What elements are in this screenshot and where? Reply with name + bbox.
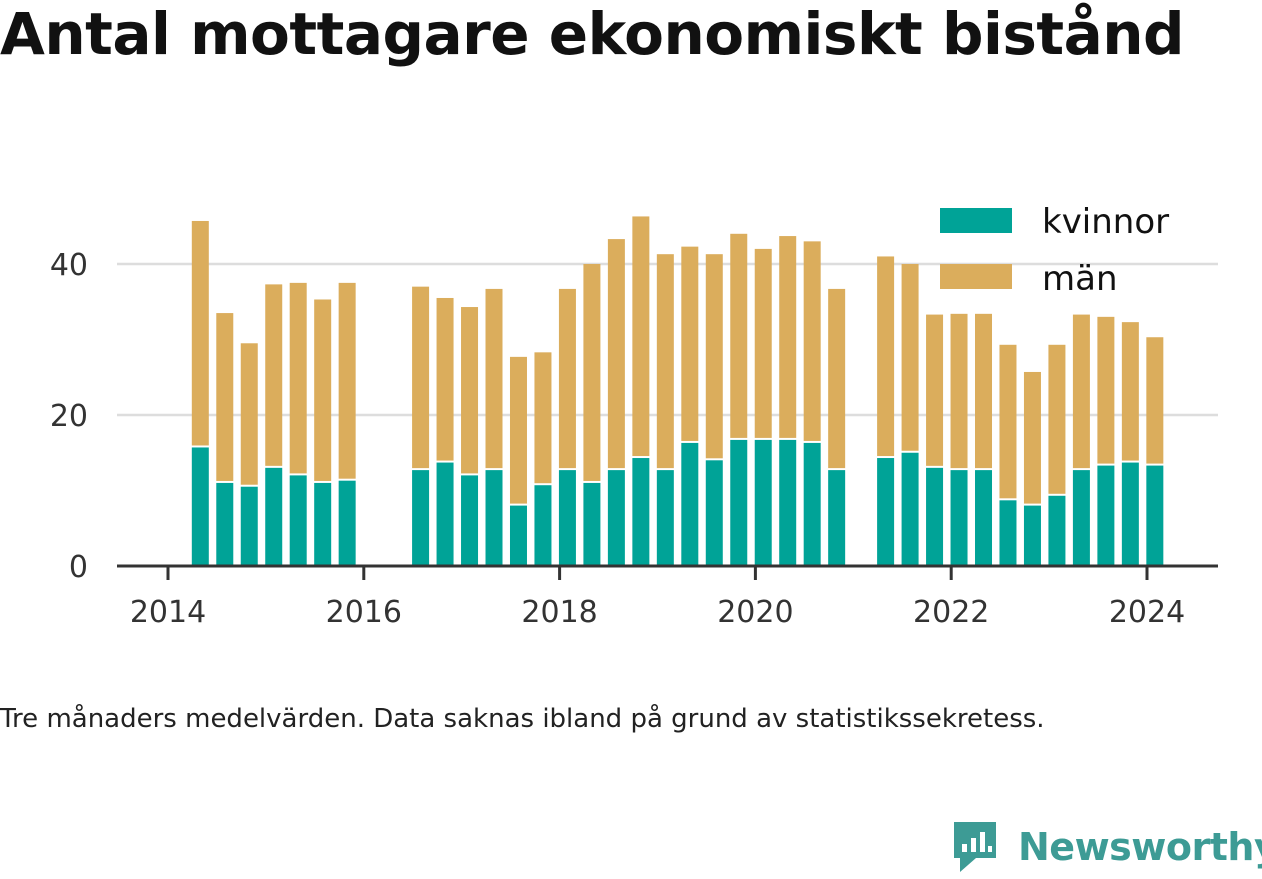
bar-man xyxy=(999,344,1017,499)
y-tick-label-40: 40 xyxy=(50,248,88,283)
bar-kvinnor xyxy=(1048,495,1066,566)
bar-man xyxy=(534,352,552,484)
bar-kvinnor xyxy=(1072,470,1090,566)
bar-kvinnor xyxy=(730,439,748,566)
x-tick-label-2018: 2018 xyxy=(521,595,597,630)
x-tick-label-2022: 2022 xyxy=(913,595,989,630)
bar-kvinnor xyxy=(338,480,356,566)
bar-man xyxy=(828,288,846,469)
bar-man xyxy=(485,288,503,469)
bar-kvinnor xyxy=(901,452,919,566)
y-tick-label-20: 20 xyxy=(50,399,88,434)
bar-man xyxy=(1048,344,1066,494)
bar-kvinnor xyxy=(656,470,674,566)
bar-kvinnor xyxy=(265,467,283,566)
bar-man xyxy=(583,264,601,481)
chart-title: Antal mottagare ekonomiskt bistånd xyxy=(0,0,1185,68)
legend-swatch-man xyxy=(940,264,1012,289)
bar-man xyxy=(314,299,332,481)
bar-kvinnor xyxy=(1023,505,1041,566)
bar-kvinnor xyxy=(803,442,821,566)
bar-kvinnor xyxy=(877,458,895,566)
bar-man xyxy=(265,284,283,466)
bar-man xyxy=(901,264,919,451)
bar-man xyxy=(975,313,993,469)
bar-kvinnor xyxy=(950,470,968,566)
bar-kvinnor xyxy=(975,470,993,566)
bar-kvinnor xyxy=(216,482,234,566)
x-tick-label-2020: 2020 xyxy=(717,595,793,630)
bar-kvinnor xyxy=(607,470,625,566)
bar-kvinnor xyxy=(999,500,1017,566)
y-tick-labels: 0 20 40 xyxy=(50,248,88,585)
bar-kvinnor xyxy=(681,442,699,566)
bar-man xyxy=(289,282,307,474)
chart-caption: Tre månaders medelvärden. Data saknas ib… xyxy=(0,704,1045,734)
y-tick-label-0: 0 xyxy=(69,550,88,585)
x-tick-label-2024: 2024 xyxy=(1109,595,1185,630)
bar-kvinnor xyxy=(509,505,527,566)
bar-man xyxy=(558,288,576,469)
bar-kvinnor xyxy=(926,467,944,566)
bar-man xyxy=(803,241,821,441)
bar-kvinnor xyxy=(583,482,601,566)
bar-kvinnor xyxy=(461,475,479,566)
bar-man xyxy=(1023,371,1041,504)
bar-kvinnor xyxy=(314,482,332,566)
bar-man xyxy=(607,239,625,469)
bar-man xyxy=(656,254,674,469)
bar-kvinnor xyxy=(436,462,454,566)
bar-man xyxy=(950,313,968,469)
brand-name: Newsworthy xyxy=(1018,825,1262,869)
bar-man xyxy=(412,286,430,469)
bar-kvinnor xyxy=(632,458,650,566)
bar-kvinnor xyxy=(191,447,209,566)
bar-man xyxy=(436,297,454,461)
bar-kvinnor xyxy=(240,486,258,566)
bar-kvinnor xyxy=(1121,462,1139,566)
bar-man xyxy=(461,307,479,474)
bar-kvinnor xyxy=(1097,465,1115,566)
bar-man xyxy=(730,233,748,438)
stacked-bar-chart: 2014 2016 2018 2020 2022 2024 0 20 40 kvinnor m… xyxy=(50,202,1218,630)
x-tick-label-2014: 2014 xyxy=(130,595,206,630)
bar-kvinnor xyxy=(412,470,430,566)
bar-man xyxy=(509,356,527,504)
bar-kvinnor xyxy=(828,470,846,566)
legend-label-man: män xyxy=(1042,259,1118,299)
x-tick-label-2016: 2016 xyxy=(326,595,402,630)
bar-man xyxy=(1121,322,1139,461)
bar-man xyxy=(338,282,356,479)
bar-man xyxy=(705,254,723,459)
bar-kvinnor xyxy=(705,460,723,566)
bar-man xyxy=(1146,337,1164,464)
bar-man xyxy=(1072,314,1090,469)
newsworthy-logo-icon xyxy=(954,822,996,872)
bar-kvinnor xyxy=(289,475,307,566)
bar-man xyxy=(632,216,650,457)
bar-man xyxy=(779,236,797,438)
bar-kvinnor xyxy=(754,439,772,566)
bar-man xyxy=(191,220,209,446)
bars xyxy=(191,216,1164,566)
bar-kvinnor xyxy=(1146,465,1164,566)
bar-kvinnor xyxy=(485,470,503,566)
bar-man xyxy=(877,256,895,457)
bar-man xyxy=(1097,316,1115,464)
bar-kvinnor xyxy=(534,485,552,566)
bar-man xyxy=(754,248,772,438)
bar-kvinnor xyxy=(779,439,797,566)
legend: kvinnor män xyxy=(940,202,1169,299)
bar-man xyxy=(681,246,699,441)
brand: Newsworthy xyxy=(950,818,1262,876)
bar-man xyxy=(216,313,234,481)
bar-kvinnor xyxy=(558,470,576,566)
legend-label-kvinnor: kvinnor xyxy=(1042,202,1169,242)
bar-man xyxy=(926,314,944,466)
bar-man xyxy=(240,343,258,485)
legend-swatch-kvinnor xyxy=(940,208,1012,233)
x-axis: 2014 2016 2018 2020 2022 2024 xyxy=(117,564,1218,630)
